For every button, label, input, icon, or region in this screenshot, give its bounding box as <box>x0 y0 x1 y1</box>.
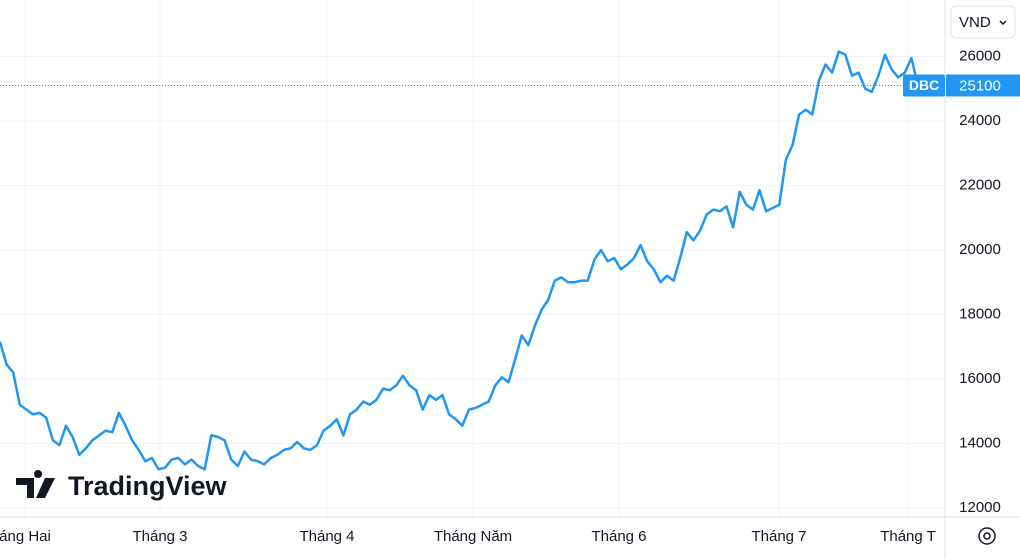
y-tick-label: 16000 <box>959 370 1001 387</box>
y-tick-label: 24000 <box>959 112 1001 129</box>
price-label: 25100 <box>959 77 1001 94</box>
y-tick-label: 20000 <box>959 241 1001 258</box>
x-tick-label: Tháng 3 <box>132 528 187 545</box>
x-tick-label: Tháng 4 <box>299 528 354 545</box>
y-tick-label: 14000 <box>959 434 1001 451</box>
logo-icon <box>16 470 55 498</box>
symbol-label-box <box>903 74 945 97</box>
y-tick-label: 22000 <box>959 176 1001 193</box>
x-tick-label: Tháng T <box>880 528 936 545</box>
grid <box>0 0 945 517</box>
currency[interactable]: VND <box>959 14 991 31</box>
settings-button[interactable] <box>978 527 996 545</box>
brand-logo: TradingView <box>16 470 228 501</box>
currency-button[interactable]: VND <box>950 5 1016 39</box>
currency-box[interactable] <box>950 5 1016 39</box>
symbol-label: DBC <box>909 77 939 93</box>
x-tick-label: áng Hai <box>0 528 51 545</box>
plot-area <box>0 50 920 471</box>
y-tick-label: 12000 <box>959 499 1001 516</box>
y-tick-label: 26000 <box>959 47 1001 64</box>
y-tick-label: 18000 <box>959 305 1001 322</box>
x-tick-label: Tháng 7 <box>751 528 806 545</box>
price-label-box <box>946 74 1020 97</box>
price-line <box>0 50 920 471</box>
settings-icon[interactable] <box>978 527 996 545</box>
x-tick-label: Tháng 6 <box>591 528 646 545</box>
brand-name: TradingView <box>68 471 228 501</box>
dropdown-arrow <box>999 20 1007 26</box>
x-tick-label: Tháng Năm <box>434 528 512 545</box>
settings-icon-center <box>983 532 991 540</box>
